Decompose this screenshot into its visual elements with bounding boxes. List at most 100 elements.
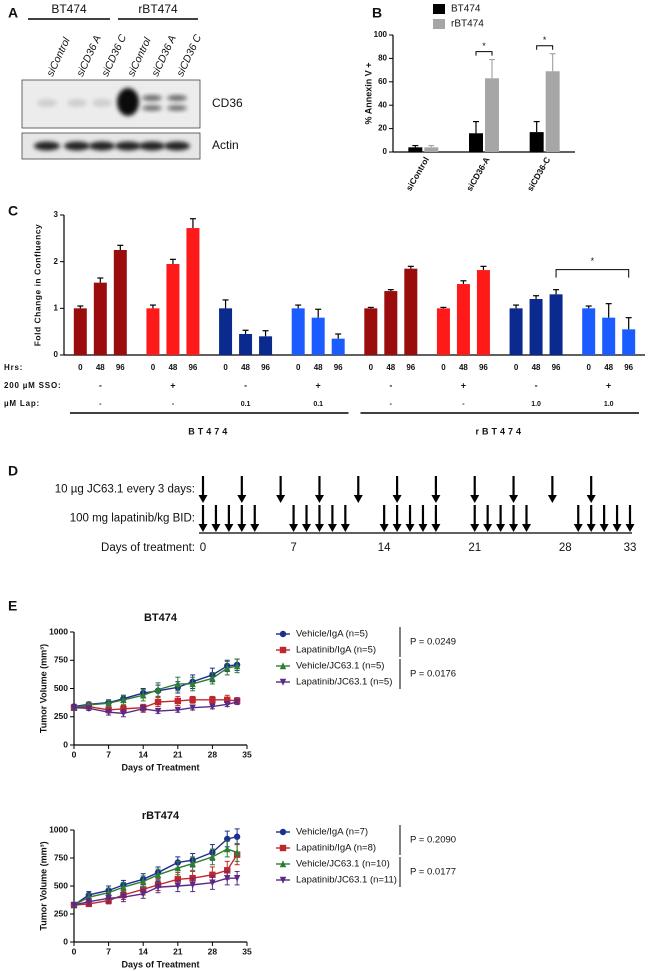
- lap-label: 0.1: [241, 401, 251, 408]
- y-tick-label: 250: [54, 711, 68, 721]
- x-tick-label: 35: [242, 749, 252, 759]
- legend-label: Lapatinib/IgA (n=5): [296, 645, 376, 656]
- x-tick-label: siControl: [404, 155, 431, 192]
- marker: [224, 835, 231, 843]
- y-tick-label: 0: [63, 739, 68, 749]
- arrow-head: [509, 495, 519, 503]
- hour-label: 0: [441, 363, 446, 372]
- bar: [73, 308, 87, 355]
- marker: [120, 705, 127, 713]
- arrow-head: [392, 495, 402, 503]
- lap-label: -: [172, 401, 175, 408]
- x-tick-label: 0: [72, 749, 77, 759]
- y-tick-label: 40: [378, 100, 387, 109]
- bar: [219, 308, 233, 355]
- lap-label: 0.1: [313, 401, 323, 408]
- y-tick-label: 60: [378, 77, 387, 86]
- blot-row-label: CD36: [212, 96, 243, 110]
- dose-arrow: [276, 476, 286, 503]
- arrow-head: [237, 495, 247, 503]
- p-value: P = 0.2090: [410, 835, 456, 846]
- bar: [436, 308, 450, 355]
- hour-label: 0: [296, 363, 301, 372]
- arrow-head: [224, 524, 234, 532]
- marker: [85, 705, 93, 712]
- dose-arrow: [586, 505, 596, 532]
- arrow-head: [521, 524, 531, 532]
- marker: [233, 833, 241, 840]
- x-tick-label: 35: [242, 946, 252, 956]
- bar: [404, 268, 418, 355]
- cell-line-label: BT474: [188, 426, 230, 436]
- marker: [140, 890, 147, 898]
- x-tick-label: 21: [173, 749, 183, 759]
- marker: [279, 860, 287, 868]
- marker: [233, 874, 241, 882]
- p-value: P = 0.0177: [410, 867, 456, 878]
- arrow-head: [599, 524, 609, 532]
- blot-band: [67, 99, 87, 107]
- hour-label: 0: [151, 363, 156, 372]
- marker: [174, 882, 181, 890]
- lap-label: -: [99, 401, 102, 408]
- dose-arrow: [314, 505, 324, 532]
- bar: [146, 308, 160, 355]
- y-tick-label: 80: [378, 54, 387, 63]
- p-value: P = 0.0249: [410, 637, 456, 648]
- x-tick-label: 28: [208, 946, 218, 956]
- significance-label: *: [482, 41, 486, 51]
- dose-arrow: [198, 476, 208, 503]
- x-tick-label: 28: [208, 749, 218, 759]
- lane-label: siCD36 C: [99, 32, 129, 78]
- dose-arrow: [237, 505, 247, 532]
- hour-label: 48: [459, 363, 468, 372]
- hour-label: 48: [604, 363, 613, 372]
- marker: [224, 867, 231, 874]
- marker: [189, 859, 196, 867]
- bar: [582, 308, 596, 355]
- arrow-head: [470, 524, 480, 532]
- sso-label: +: [606, 380, 611, 390]
- arrow-head: [237, 524, 247, 532]
- marker: [174, 864, 181, 872]
- arrow-head: [586, 524, 596, 532]
- arrow-head: [418, 524, 428, 532]
- dose-arrow: [418, 505, 428, 532]
- blot-band: [89, 141, 115, 151]
- legend-label: Vehicle/JC63.1 (n=5): [296, 661, 384, 672]
- bar: [602, 317, 616, 355]
- marker: [209, 871, 216, 878]
- arrow-head: [276, 495, 286, 503]
- marker: [154, 698, 162, 706]
- marker: [140, 705, 147, 713]
- hour-label: 48: [168, 363, 177, 372]
- marker: [120, 883, 127, 891]
- schedule-row-label: 10 µg JC63.1 every 3 days:: [55, 484, 195, 496]
- bar: [384, 291, 398, 355]
- bar: [529, 132, 544, 152]
- schedule-tick-label: 28: [559, 542, 572, 554]
- significance-bracket: [536, 45, 554, 50]
- marker: [189, 704, 196, 712]
- sso-label: +: [170, 380, 175, 390]
- x-tick-label: siCD36-C: [525, 155, 553, 193]
- bar: [311, 317, 325, 355]
- marker: [209, 879, 216, 887]
- lap-label: -: [390, 401, 393, 408]
- marker: [120, 696, 127, 703]
- arrow-head: [431, 495, 441, 503]
- blot-band: [142, 105, 162, 111]
- lane-label: siCD36 C: [174, 32, 204, 78]
- row-label: 200 µM SSO:: [4, 381, 61, 390]
- arrow-head: [340, 524, 350, 532]
- lane-label: siControl: [44, 35, 73, 78]
- hour-label: 48: [314, 363, 323, 372]
- significance-bracket: [555, 269, 630, 278]
- y-tick-label: 1000: [49, 626, 68, 636]
- hour-label: 0: [223, 363, 228, 372]
- arrow-head: [573, 524, 583, 532]
- marker: [279, 844, 287, 852]
- panel-label: C: [8, 203, 18, 219]
- bar: [259, 336, 273, 355]
- blot-band: [164, 141, 190, 151]
